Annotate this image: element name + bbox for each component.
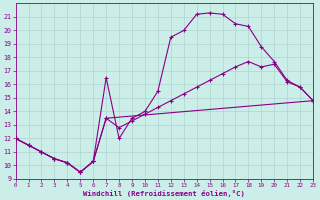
X-axis label: Windchill (Refroidissement éolien,°C): Windchill (Refroidissement éolien,°C) — [84, 190, 245, 197]
